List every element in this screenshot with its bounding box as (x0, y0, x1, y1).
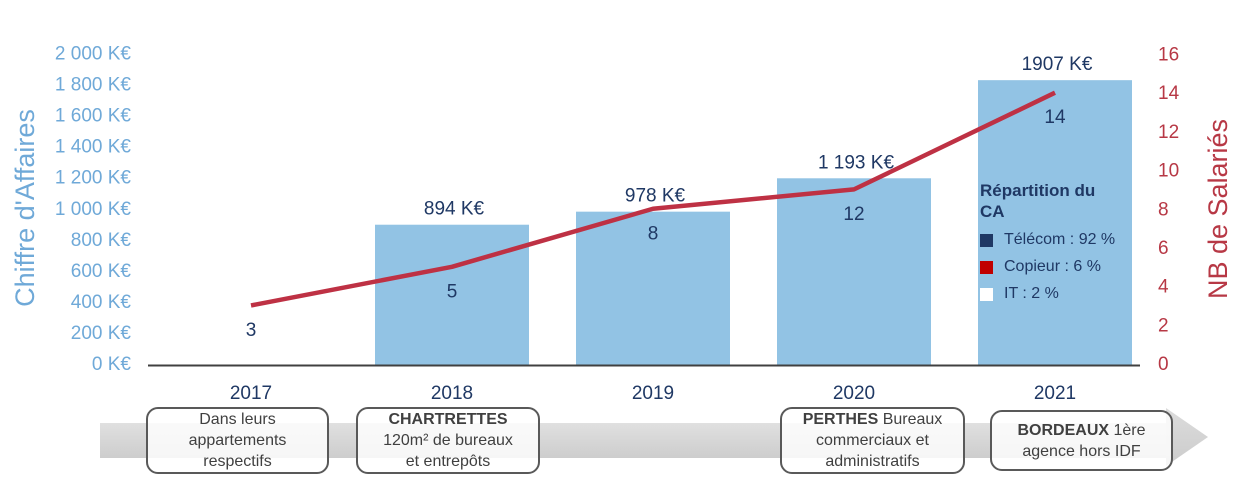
employees-value-label: 12 (843, 204, 864, 225)
employees-value-label: 5 (447, 281, 458, 302)
milestone-text-line: commerciaux et (816, 432, 929, 449)
legend-swatch-icon (980, 260, 993, 274)
right-axis-tick-label: 4 (1158, 277, 1169, 298)
left-axis-tick-label: 200 K€ (71, 323, 132, 344)
revenue-bar-2019 (576, 211, 730, 365)
legend-item-label: Télécom : 92 % (1004, 231, 1116, 248)
right-axis-tick-label: 12 (1158, 122, 1179, 143)
milestone-text-line: et entrepôts (405, 453, 491, 470)
revenue-bar-2020 (777, 178, 931, 365)
milestone-text-line: respectifs (203, 453, 272, 470)
milestone-text-line: 120m² de bureaux (383, 432, 513, 449)
left-axis-tick-label: 1 600 K€ (55, 106, 131, 127)
revenue-value-label: 894 K€ (424, 199, 485, 220)
left-axis-tick-label: 800 K€ (71, 230, 132, 251)
left-axis-tick-label: 1 200 K€ (55, 168, 131, 189)
milestone-text-line: agence hors IDF (1022, 442, 1141, 460)
legend-item: Télécom : 92 % (980, 231, 1148, 249)
year-label: 2018 (431, 383, 473, 404)
right-axis-tick-label: 6 (1158, 238, 1169, 259)
revenue-bar-2018 (375, 224, 529, 365)
employees-value-label: 3 (246, 320, 257, 341)
revenue-bar-2021 (978, 80, 1132, 365)
right-axis-tick-label: 10 (1158, 161, 1179, 182)
timeline-milestone-box-1: Dans leurs appartements respectifs (146, 407, 329, 474)
revenue-value-label: 1 193 K€ (818, 152, 894, 173)
right-axis-tick-label: 16 (1158, 45, 1179, 66)
timeline-milestone-box-2: CHARTRETTES 120m² de bureaux et entrepôts (356, 407, 540, 474)
milestone-text-line: PERTHES Bureaux (802, 411, 943, 428)
legend-item: Copieur : 6 % (980, 258, 1148, 276)
year-label: 2019 (632, 383, 674, 404)
right-axis-tick-label: 2 (1158, 315, 1169, 336)
legend-swatch-icon (980, 287, 993, 301)
employees-line-series (250, 90, 1056, 308)
timeline-milestone-box-3: PERTHES Bureaux commerciaux et administrat… (780, 407, 965, 474)
legend-repartition-ca: Répartition du CA Télécom : 92 % Copieur … (980, 180, 1148, 303)
legend-title: Répartition du CA (980, 181, 1096, 221)
revenue-value-label: 978 K€ (625, 186, 686, 207)
milestone-text-line: CHARTRETTES (388, 411, 508, 428)
left-axis-tick-label: 1 000 K€ (55, 199, 131, 220)
left-axis-tick-label: 1 800 K€ (55, 75, 131, 96)
year-label: 2020 (833, 383, 875, 404)
legend-item-label: IT : 2 % (1004, 285, 1059, 302)
right-axis-tick-label: 8 (1158, 199, 1169, 220)
legend-swatch-icon (980, 233, 993, 247)
year-label: 2021 (1034, 383, 1076, 404)
left-axis-tick-label: 600 K€ (71, 261, 132, 282)
milestone-text-line: administratifs (825, 453, 920, 470)
right-axis-tick-label: 0 (1158, 354, 1169, 375)
legend-item-label: Copieur : 6 % (1004, 258, 1101, 275)
employees-value-label: 14 (1044, 107, 1066, 128)
revenue-value-label: 1907 K€ (1022, 54, 1093, 75)
left-axis-tick-label: 1 400 K€ (55, 137, 131, 158)
legend-item: IT : 2 % (980, 285, 1148, 303)
milestone-text-line: appartements (188, 432, 287, 449)
timeline-milestone-box-4: BORDEAUX 1ère agence hors IDF (990, 410, 1173, 471)
employees-value-label: 8 (648, 223, 659, 244)
left-axis-tick-label: 0 K€ (92, 354, 132, 375)
left-axis-tick-label: 2 000 K€ (55, 44, 131, 65)
legend-items: Télécom : 92 % Copieur : 6 % IT : 2 % (980, 231, 1148, 303)
year-label: 2017 (230, 383, 272, 404)
right-axis-tick-label: 14 (1158, 83, 1180, 104)
left-axis-tick-label: 400 K€ (71, 292, 132, 313)
milestone-text-line: BORDEAUX 1ère (1017, 421, 1146, 439)
milestone-text-line: Dans leurs (199, 411, 276, 428)
